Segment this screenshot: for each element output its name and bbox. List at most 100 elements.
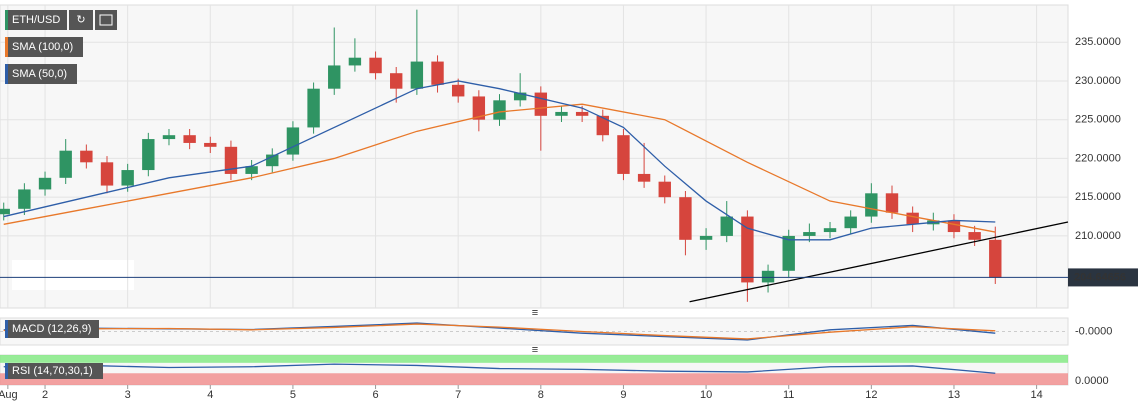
plot: 210.0000215.0000220.0000225.0000230.0000… xyxy=(0,5,1138,401)
candle-body xyxy=(410,61,424,89)
symbol-stripe xyxy=(5,10,8,30)
rsi-line xyxy=(3,363,996,374)
refresh-button[interactable] xyxy=(69,10,93,30)
x-tick-label: 11 xyxy=(783,389,794,401)
candle-body xyxy=(59,150,72,178)
x-tick-label: 8 xyxy=(538,389,544,401)
y-tick-label: 210.0000 xyxy=(1075,230,1121,242)
candle-body xyxy=(968,232,981,240)
candle-body xyxy=(989,239,1002,278)
legend-label: SMA (50,0) xyxy=(12,68,67,80)
candle-body xyxy=(390,73,403,89)
candle-body xyxy=(38,177,52,190)
candle-body xyxy=(100,162,114,186)
x-tick-label: 9 xyxy=(620,389,626,401)
candle-body xyxy=(513,92,527,101)
last-price-label: 204.64656 xyxy=(1074,271,1126,283)
candle-body xyxy=(699,235,713,240)
sma50-box[interactable] xyxy=(5,64,77,84)
rsi-stripe xyxy=(5,363,8,379)
candle-body xyxy=(803,232,816,236)
x-tick-label: Aug xyxy=(0,389,18,401)
macd-box[interactable] xyxy=(5,320,99,338)
macd-tick-label: -0.0000 xyxy=(1075,325,1112,337)
macd-line xyxy=(3,323,996,340)
settings-button[interactable] xyxy=(95,10,117,30)
candle-body xyxy=(906,212,919,225)
symbol-label: ETH/USD xyxy=(12,14,60,26)
candle-body xyxy=(80,150,93,163)
sma-line xyxy=(3,80,996,241)
price-panel xyxy=(0,4,1069,309)
candle-body xyxy=(575,111,589,116)
candle-body xyxy=(617,135,630,174)
legend-label: SMA (100,0) xyxy=(12,41,73,53)
y-tick-label: 235.0000 xyxy=(1075,36,1121,48)
candle-body xyxy=(720,216,733,236)
candle-body xyxy=(286,127,300,155)
x-tick-label: 13 xyxy=(948,389,960,401)
settings-icon xyxy=(99,14,113,26)
symbol-box[interactable] xyxy=(5,10,67,30)
y-tick-label: 215.0000 xyxy=(1075,191,1121,203)
candle-body xyxy=(0,208,10,215)
x-tick-label: 2 xyxy=(42,389,48,401)
candle-body xyxy=(328,65,341,89)
candle-body xyxy=(761,270,775,283)
x-tick-label: 7 xyxy=(455,389,461,401)
macd-stripe xyxy=(5,320,8,338)
candle-body xyxy=(224,146,238,174)
candle-body xyxy=(18,189,31,209)
candle-body xyxy=(741,216,754,283)
macd-label: MACD (12,26,9) xyxy=(12,323,91,335)
candle-body xyxy=(534,92,548,116)
candle-body xyxy=(431,61,444,85)
panel-handle[interactable]: ≡ xyxy=(532,307,538,319)
y-tick-label: 230.0000 xyxy=(1075,75,1121,87)
x-tick-label: 12 xyxy=(865,389,877,401)
candle-body xyxy=(348,57,362,66)
x-tick-label: 14 xyxy=(1030,389,1042,401)
x-tick-label: 4 xyxy=(207,389,213,401)
candle-body xyxy=(658,181,671,198)
candle-body xyxy=(885,193,899,213)
candle-body xyxy=(162,135,176,140)
rsi-box[interactable] xyxy=(5,363,103,379)
candle-body xyxy=(865,193,878,217)
candle-body xyxy=(493,100,506,120)
x-tick-label: 3 xyxy=(125,389,131,401)
y-tick-label: 220.0000 xyxy=(1075,152,1121,164)
candle-body xyxy=(947,220,961,233)
x-tick-label: 10 xyxy=(700,389,712,401)
panel-handle[interactable]: ≡ xyxy=(532,344,538,356)
sma-line xyxy=(3,103,996,233)
rsi-label: RSI (14,70,30,1) xyxy=(12,365,93,377)
last-price-tag xyxy=(1068,268,1138,287)
candle-body xyxy=(637,173,651,182)
candle-body xyxy=(823,228,837,233)
candle-body xyxy=(472,96,486,120)
candle-body xyxy=(142,139,155,171)
x-tick-label: 5 xyxy=(290,389,296,401)
candle-body xyxy=(844,216,857,229)
rsi-oversold-band xyxy=(0,373,1068,385)
candle-body xyxy=(183,135,196,143)
candle-body xyxy=(679,197,692,240)
rsi-overbought-band xyxy=(0,355,1068,363)
candle-body xyxy=(307,88,320,128)
candle-body xyxy=(596,115,609,136)
rsi-tick-label: 0.0000 xyxy=(1075,375,1109,387)
blank-box xyxy=(12,260,134,290)
sma50-stripe xyxy=(5,64,8,84)
sma100-stripe xyxy=(5,37,8,57)
sma100-box[interactable] xyxy=(5,37,83,57)
candle-body xyxy=(266,154,279,167)
candle-body xyxy=(451,84,465,97)
candle-body xyxy=(245,166,258,174)
candle-body xyxy=(369,57,382,74)
y-tick-label: 225.0000 xyxy=(1075,114,1121,126)
candle-body xyxy=(204,142,217,147)
candle-body xyxy=(555,111,568,116)
trend-line xyxy=(689,221,1069,303)
